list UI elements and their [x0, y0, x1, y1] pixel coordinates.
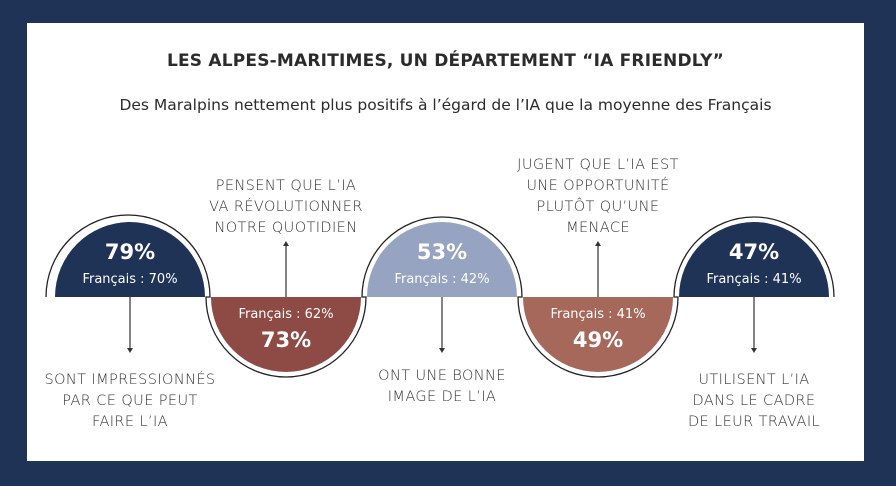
stat-value: 53%: [416, 240, 468, 264]
arrow-up-icon: [283, 241, 289, 246]
infographic-title: LES ALPES-MARITIMES, UN DÉPARTEMENT “IA …: [166, 51, 725, 71]
stat-label-line: PENSENT QUE L’IA: [215, 178, 357, 194]
stat-france-value: Français : 41%: [706, 272, 802, 287]
stat-france-value: Français : 70%: [82, 272, 178, 287]
wave-connector-line: [45, 214, 835, 378]
stat-france-value: Français : 62%: [238, 307, 334, 322]
arrow-down-icon: [751, 348, 757, 353]
stat-semicircle-5: [679, 222, 829, 297]
arrow-down-icon: [439, 348, 445, 353]
stat-label-line: UTILISENT L’IA: [698, 372, 810, 388]
stat-label: PENSENT QUE L’IA VA RÉVOLUTIONNER NOTRE …: [176, 176, 396, 239]
stat-label: SONT IMPRESSIONNÉS PAR CE QUE PEUT FAIRE…: [20, 370, 240, 433]
stat-value: 49%: [572, 328, 624, 352]
stat-label-line: JUGENT QUE L’IA EST: [517, 157, 679, 173]
stat-label-line: DANS LE CADRE: [692, 393, 816, 409]
stat-label-line: PLUTÔT QU’UNE: [536, 199, 660, 215]
stat-semicircle-1: [55, 222, 205, 297]
stat-value: 47%: [728, 240, 780, 264]
stat-label-line: UNE OPPORTUNITÉ: [526, 178, 670, 194]
stat-label-line: NOTRE QUOTIDIEN: [214, 220, 358, 236]
stat-label-line: SONT IMPRESSIONNÉS: [44, 372, 216, 388]
stat-label-line: PAR CE QUE PEUT: [62, 393, 198, 409]
stat-label-line: VA RÉVOLUTIONNER: [209, 199, 363, 215]
infographic-subtitle: Des Maralpins nettement plus positifs à …: [119, 96, 772, 114]
stat-label-line: FAIRE L’IA: [92, 414, 168, 430]
stat-semicircle-3: [367, 222, 517, 297]
stat-label: ONT UNE BONNE IMAGE DE L’IA: [332, 366, 552, 408]
stat-semicircle-4: [523, 297, 673, 372]
stat-value: 73%: [260, 328, 312, 352]
stat-label-line: MENACE: [566, 220, 630, 236]
arrow-up-icon: [595, 241, 601, 246]
stat-label-line: IMAGE DE L’IA: [387, 389, 497, 405]
arrow-down-icon: [127, 348, 133, 353]
stat-value: 79%: [104, 240, 156, 264]
stat-semicircle-2: [211, 297, 361, 372]
stat-label: JUGENT QUE L’IA EST UNE OPPORTUNITÉ PLUT…: [488, 155, 708, 239]
stat-label-line: ONT UNE BONNE: [378, 368, 506, 384]
stat-label: UTILISENT L’IA DANS LE CADRE DE LEUR TRA…: [644, 370, 864, 433]
stat-label-line: DE LEUR TRAVAIL: [687, 414, 821, 430]
stat-france-value: Français : 42%: [394, 272, 490, 287]
stat-france-value: Français : 41%: [550, 307, 646, 322]
